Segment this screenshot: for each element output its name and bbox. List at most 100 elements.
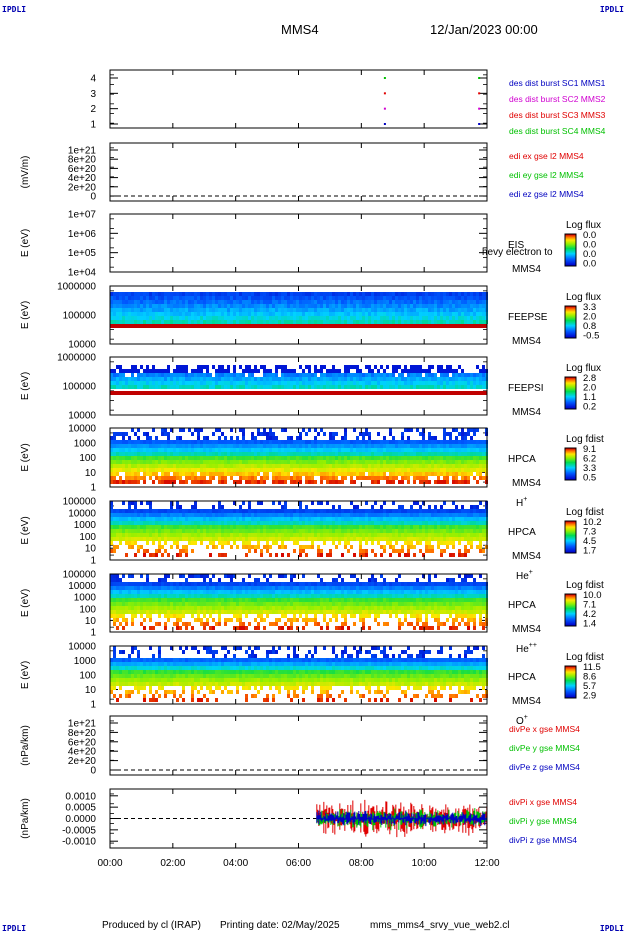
spectro-cell <box>416 440 419 444</box>
y-axis-label: E (eV) <box>20 589 31 617</box>
spectro-cell <box>320 452 323 456</box>
spectro-cell <box>413 312 416 316</box>
spectro-cell <box>359 533 362 537</box>
spectro-cell <box>260 537 263 541</box>
spectro-cell <box>128 369 131 373</box>
spectro-cell <box>482 517 485 521</box>
spectro-cell <box>110 468 113 472</box>
spectro-cell <box>458 509 461 513</box>
spectro-cell <box>332 472 335 476</box>
colorbar-title: Log flux <box>566 363 601 374</box>
spectro-cell <box>422 533 425 537</box>
spectro-cell <box>374 292 377 296</box>
spectro-cell <box>122 448 125 452</box>
spectro-cell <box>341 553 344 557</box>
spectro-cell <box>206 381 209 385</box>
spectro-cell <box>380 320 383 324</box>
spectro-cell <box>251 525 254 529</box>
spectro-cell <box>131 476 134 480</box>
spectro-cell <box>470 452 473 456</box>
spectro-cell <box>293 525 296 529</box>
spectro-cell <box>251 517 254 521</box>
spectro-cell <box>443 533 446 537</box>
spectro-cell <box>230 304 233 308</box>
spectro-cell <box>119 517 122 521</box>
spectro-cell <box>356 456 359 460</box>
spectro-cell <box>344 460 347 464</box>
spectro-cell <box>260 444 263 448</box>
spectro-cell <box>305 452 308 456</box>
colorbar-step <box>565 397 576 399</box>
spectro-cell <box>455 369 458 373</box>
spectro-cell <box>431 381 434 385</box>
spectro-cell <box>416 444 419 448</box>
colorbar-tick-label: 0.0 <box>583 259 596 270</box>
spectro-cell <box>179 428 182 432</box>
spectro-cell <box>212 308 215 312</box>
spectro-cell <box>143 468 146 472</box>
spectro-cell <box>194 476 197 480</box>
spectro-cell <box>278 448 281 452</box>
spectro-cell <box>317 472 320 476</box>
spectro-cell <box>197 509 200 513</box>
spectro-cell <box>326 509 329 513</box>
spectro-cell <box>314 480 317 484</box>
spectro-cell <box>212 521 215 525</box>
spectro-cell <box>440 365 443 369</box>
spectro-cell <box>185 545 188 549</box>
spectro-cell <box>134 521 137 525</box>
spectro-cell <box>122 369 125 373</box>
spectro-cell <box>392 312 395 316</box>
spectro-cell <box>449 464 452 468</box>
spectro-cell <box>458 553 461 557</box>
spectro-cell <box>449 304 452 308</box>
spectro-cell <box>260 440 263 444</box>
spectro-cell <box>299 553 302 557</box>
spectro-cell <box>293 320 296 324</box>
spectro-cell <box>422 521 425 525</box>
spectro-cell <box>377 444 380 448</box>
spectro-cell <box>476 365 479 369</box>
spectro-cell <box>254 509 257 513</box>
spectro-cell <box>239 300 242 304</box>
y-tick-label: 4e+20 <box>68 173 97 184</box>
spectro-cell <box>173 381 176 385</box>
spectro-cell <box>116 381 119 385</box>
spectro-cell <box>359 373 362 377</box>
spectro-cell <box>362 460 365 464</box>
spectro-cell <box>452 533 455 537</box>
spectro-cell <box>422 452 425 456</box>
spectro-cell <box>197 460 200 464</box>
spectro-cell <box>137 606 140 610</box>
spectro-cell <box>293 464 296 468</box>
spectro-cell <box>374 537 377 541</box>
spectro-cell <box>155 373 158 377</box>
spectro-cell <box>140 509 143 513</box>
spectro-cell <box>185 517 188 521</box>
spectro-cell <box>383 300 386 304</box>
spectro-cell <box>122 468 125 472</box>
spectro-cell <box>275 292 278 296</box>
spectro-cell <box>266 385 269 389</box>
spectro-cell <box>200 444 203 448</box>
spectro-cell <box>452 513 455 517</box>
spectro-cell <box>374 460 377 464</box>
spectro-cell <box>455 385 458 389</box>
spectro-cell <box>377 292 380 296</box>
spectro-cell <box>290 513 293 517</box>
spectro-cell <box>233 440 236 444</box>
spectro-cell <box>110 529 113 533</box>
spectro-cell <box>137 545 140 549</box>
spectro-cell <box>398 444 401 448</box>
y-tick-label: 1000000 <box>57 282 96 293</box>
spectro-cell <box>116 618 119 622</box>
spectro-cell <box>293 468 296 472</box>
spectro-cell <box>311 304 314 308</box>
spectro-cell <box>266 468 269 472</box>
spectro-cell <box>290 296 293 300</box>
spectro-cell <box>386 541 389 545</box>
spectro-cell <box>350 533 353 537</box>
spectro-cell <box>284 296 287 300</box>
spectro-cell <box>365 553 368 557</box>
spectro-cell <box>455 312 458 316</box>
